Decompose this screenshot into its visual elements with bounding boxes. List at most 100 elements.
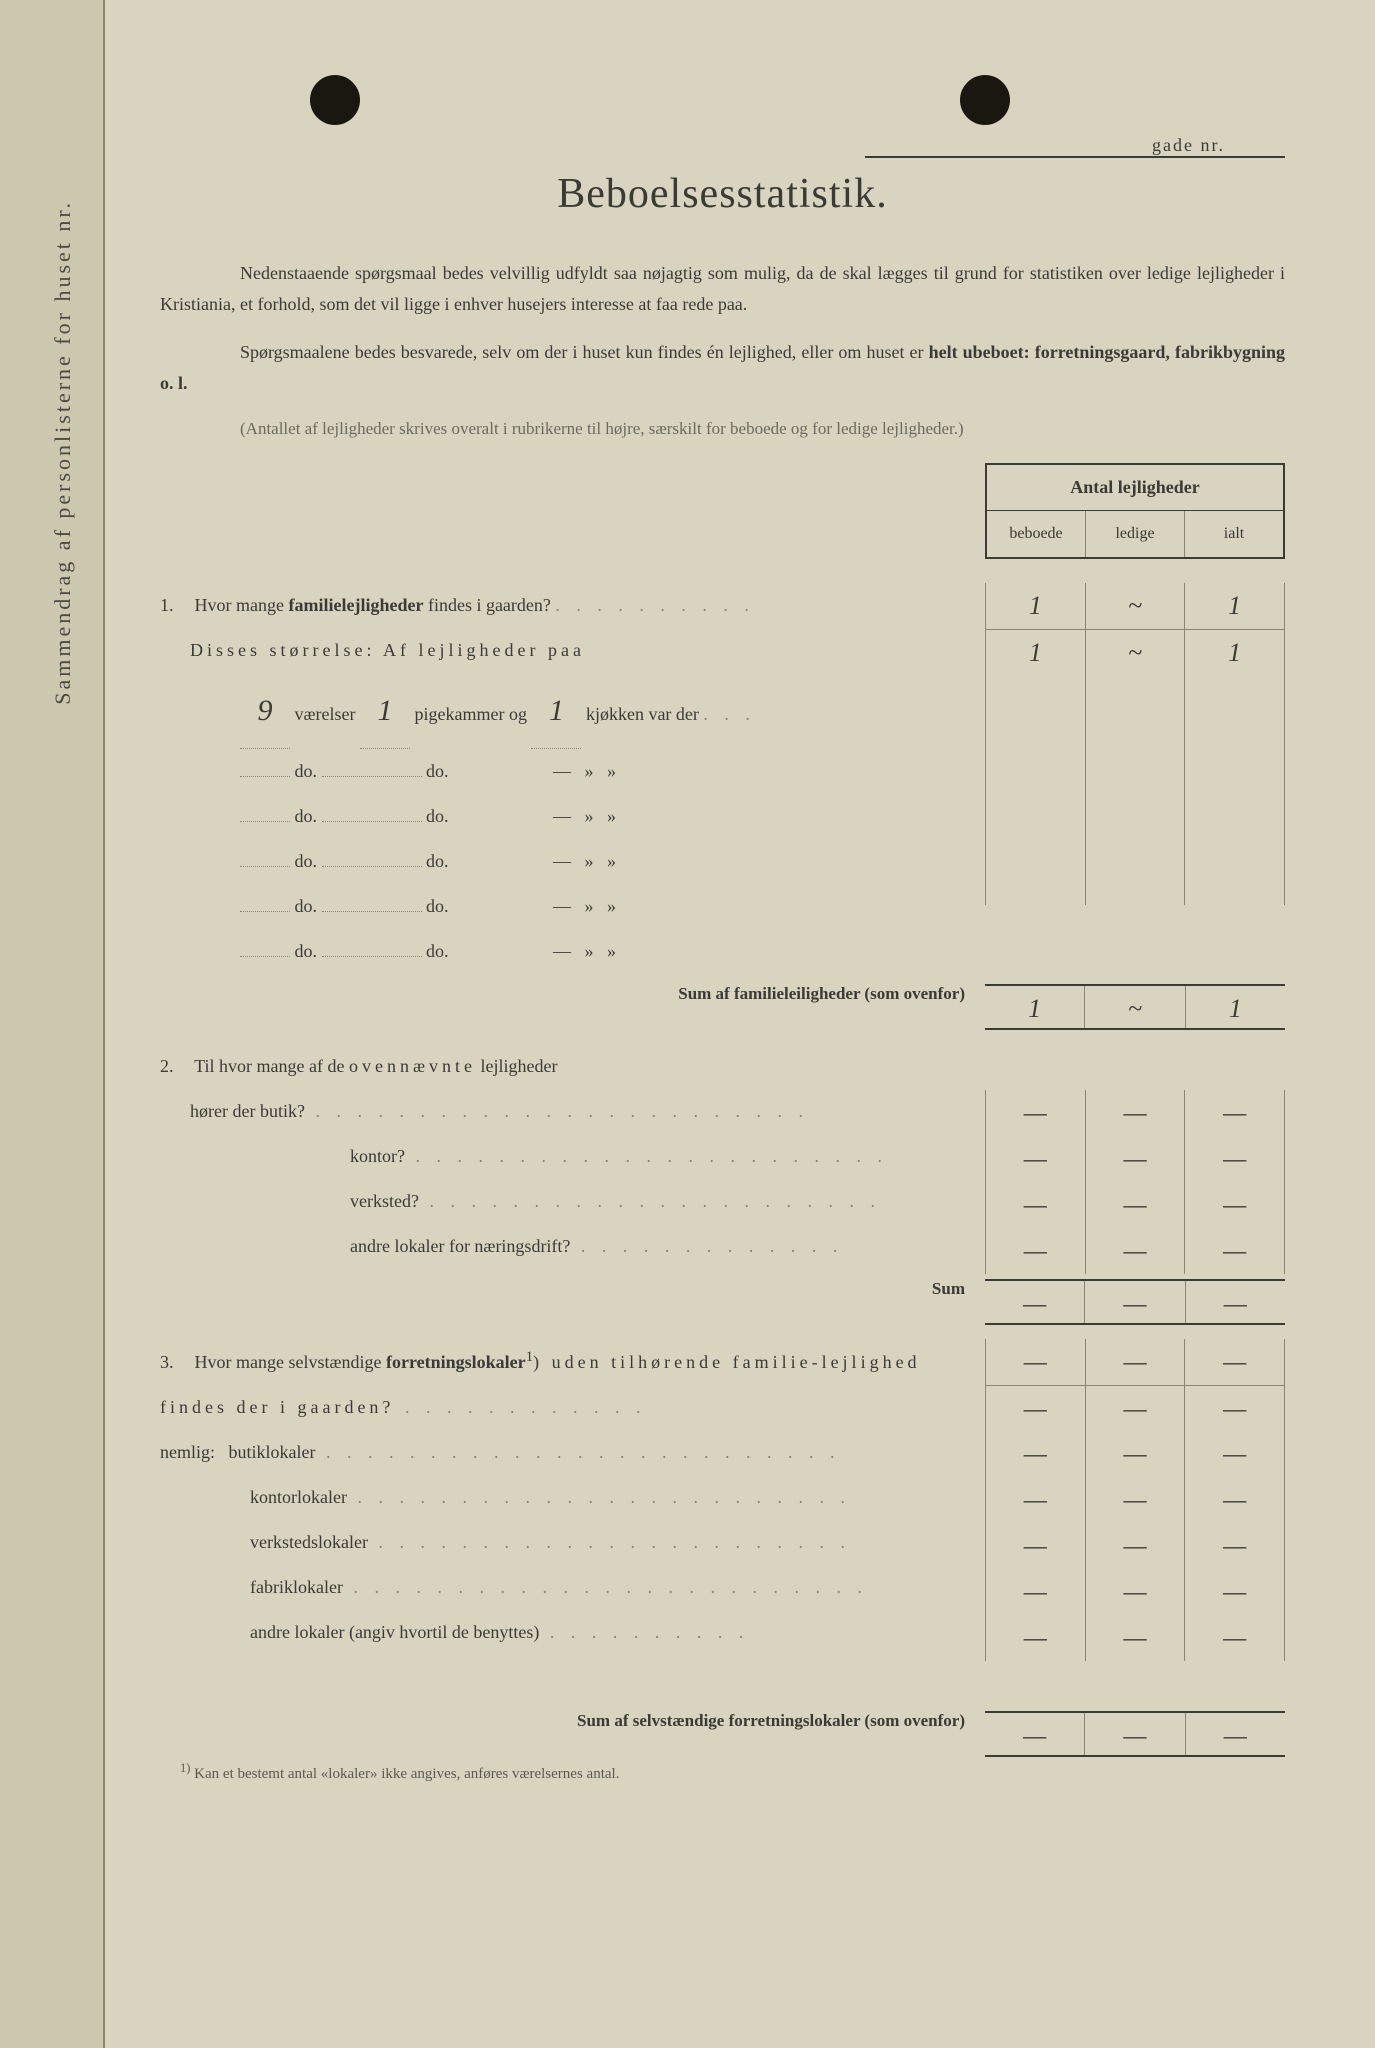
intro-note: (Antallet af lejligheder skrives overalt… xyxy=(240,415,1285,442)
cell: — xyxy=(986,1339,1086,1385)
f xyxy=(240,776,290,777)
dots: . . . . . . . . . . . . . . . . . . . . … xyxy=(305,1101,809,1121)
q2-row0: ——— xyxy=(986,1090,1284,1136)
cell: — xyxy=(1086,1569,1186,1615)
cell: — xyxy=(1185,1228,1284,1274)
cell xyxy=(1185,675,1284,721)
do: do. xyxy=(426,761,449,781)
cell xyxy=(986,859,1086,905)
label: kontor? xyxy=(350,1146,405,1166)
dots: . . . xyxy=(703,704,756,724)
cell: — xyxy=(986,1477,1086,1523)
cell xyxy=(1086,767,1186,813)
question-2: ——— ——— ——— ——— 2. Til hvor mange af de … xyxy=(160,1044,1285,1299)
cell: — xyxy=(1086,1477,1186,1523)
cell: — xyxy=(986,1569,1086,1615)
vaer-field: 9 xyxy=(240,673,290,749)
footnote-marker: 1) xyxy=(180,1761,190,1775)
q1-row5 xyxy=(986,859,1284,905)
document-page: Sammendrag af personlisterne for huset n… xyxy=(0,0,1375,2048)
q: » xyxy=(607,851,616,871)
cell xyxy=(1185,721,1284,767)
cell xyxy=(986,767,1086,813)
cell: — xyxy=(986,1228,1086,1274)
cell: — xyxy=(986,1182,1086,1228)
intro-text-2a: Spørgsmaalene bedes besvarede, selv om d… xyxy=(240,342,929,362)
dots: . . . . . . . . . . . . xyxy=(394,1397,646,1417)
q: » xyxy=(607,896,616,916)
q1-sum-text: Sum af familieleiligheder (som ovenfor) xyxy=(678,984,965,1003)
q1-head-b: 1 xyxy=(986,583,1086,629)
q: » xyxy=(585,941,594,961)
q1-head-i: 1 xyxy=(1185,583,1284,629)
label: verkstedslokaler xyxy=(250,1532,368,1552)
f xyxy=(240,821,290,822)
f xyxy=(240,956,290,957)
do: do. xyxy=(295,896,318,916)
q2-text-a: Til hvor mange af de xyxy=(194,1056,349,1076)
q: » xyxy=(585,761,594,781)
dots: . . . . . . . . . . . . . . . . . . . . … xyxy=(405,1146,888,1166)
cell: — xyxy=(1086,1339,1186,1385)
q2-row2: ——— xyxy=(986,1182,1284,1228)
q2-sum-cells: — — — xyxy=(985,1279,1285,1325)
punch-hole-left xyxy=(310,75,360,125)
q2-number: 2. xyxy=(160,1044,190,1089)
cell: — xyxy=(1185,1136,1284,1182)
do: do. xyxy=(295,806,318,826)
dots: . . . . . . . . . . . . . . . . . . . . … xyxy=(347,1487,851,1507)
col-beboede: beboede xyxy=(987,511,1086,557)
dots: . . . . . . . . . . . . . . . . . . . . … xyxy=(343,1577,868,1597)
q: » xyxy=(607,806,616,826)
f xyxy=(240,911,290,912)
cell: — xyxy=(1185,1477,1284,1523)
column-header-row: beboede ledige ialt xyxy=(987,511,1283,557)
f xyxy=(322,866,422,867)
q2-text-b: ovennævnte xyxy=(349,1056,476,1076)
dots: . . . . . . . . . . . . . . . . . . . . … xyxy=(368,1532,851,1552)
cell: — xyxy=(986,1090,1086,1136)
label: verksted? xyxy=(350,1191,419,1211)
q3-text-a: Hvor mange selvstændige xyxy=(195,1352,386,1372)
q2-row3: ——— xyxy=(986,1228,1284,1274)
cell: 1 xyxy=(986,630,1086,675)
cell: — xyxy=(1185,1615,1284,1661)
q1-data-grid: 1 ~ 1 1 ~ 1 xyxy=(985,583,1285,905)
cell xyxy=(1185,859,1284,905)
q3-row1: ——— xyxy=(986,1431,1284,1477)
col-ledige: ledige xyxy=(1086,511,1185,557)
cell: — xyxy=(1086,1431,1186,1477)
cell: — xyxy=(1186,1713,1285,1755)
q2-text-line: 2. Til hvor mange af de ovennævnte lejli… xyxy=(160,1044,1285,1089)
q2-row1: ——— xyxy=(986,1136,1284,1182)
cell: — xyxy=(986,1431,1086,1477)
do: do. xyxy=(426,806,449,826)
form-area: Antal lejligheder beboede ledige ialt 1 … xyxy=(160,463,1285,1783)
q3-row0: ——— xyxy=(986,1385,1284,1431)
cell: — xyxy=(1185,1523,1284,1569)
dash: — xyxy=(553,761,571,781)
cell: ~ xyxy=(1086,630,1186,675)
dash: — xyxy=(553,941,571,961)
q3-sum-text: Sum af selvstændige forretningslokaler (… xyxy=(577,1711,965,1730)
q: » xyxy=(607,761,616,781)
footnote: 1) Kan et bestemt antal «lokaler» ikke a… xyxy=(180,1761,1285,1783)
cell: — xyxy=(986,1615,1086,1661)
q1-sum-row: 1 ~ 1 Sum af familieleiligheder (som ove… xyxy=(160,984,1285,1004)
q3-sum-row: — — — Sum af selvstændige forretningslok… xyxy=(160,1711,1285,1731)
cell xyxy=(1185,767,1284,813)
dash: — xyxy=(553,806,571,826)
cell: — xyxy=(1086,1386,1186,1431)
q3-row4: ——— xyxy=(986,1569,1284,1615)
dash: — xyxy=(553,851,571,871)
cell xyxy=(1086,721,1186,767)
q: » xyxy=(585,851,594,871)
q1-size-row-5: do. do. — » » xyxy=(240,929,1285,974)
f xyxy=(322,821,422,822)
dots: . . . . . . . . . . xyxy=(555,595,755,615)
q3-data-grid: ——— ——— ——— ——— ——— ——— ——— xyxy=(985,1339,1285,1661)
dots: . . . . . . . . . . . . . . . . . . . . … xyxy=(315,1442,840,1462)
cell: — xyxy=(1086,1090,1186,1136)
intro-paragraph-1: Nedenstaaende spørgsmaal bedes velvillig… xyxy=(160,258,1285,319)
cell: 1 xyxy=(985,986,1085,1028)
